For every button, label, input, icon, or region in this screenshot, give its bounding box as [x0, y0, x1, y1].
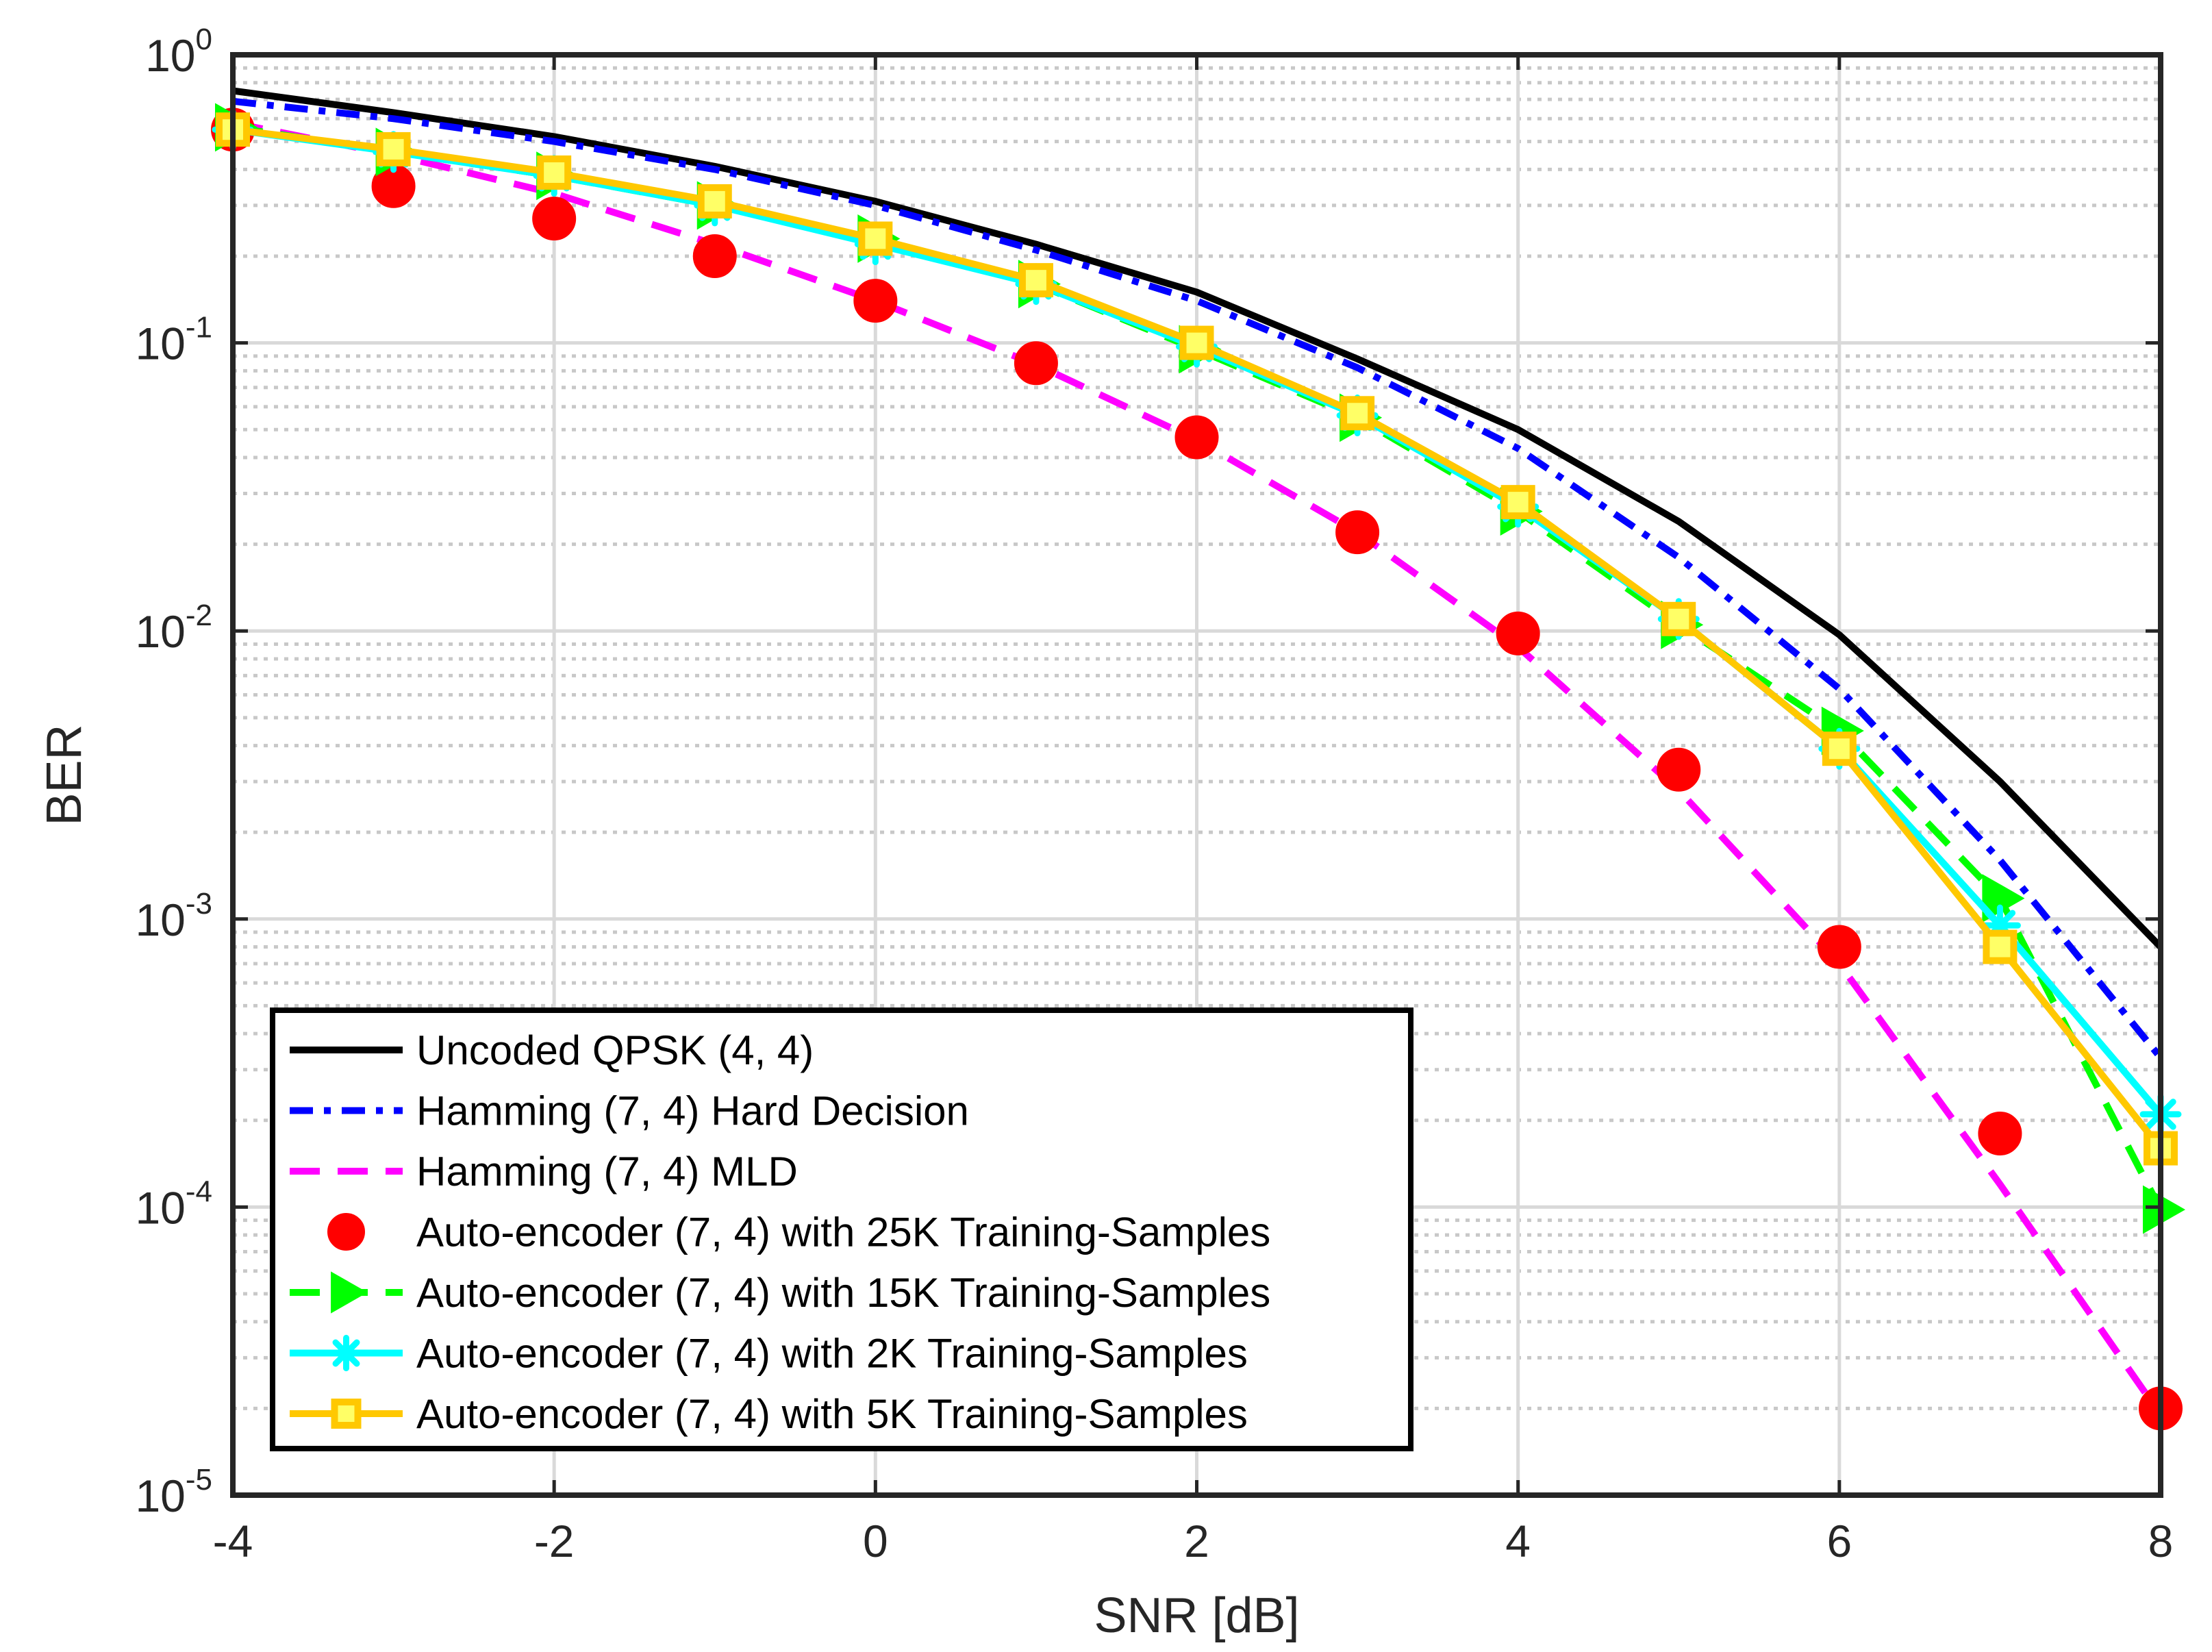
data-point	[1661, 601, 1696, 636]
legend-entry: Auto-encoder (7, 4) with 5K Training-Sam…	[290, 1391, 1248, 1437]
legend-entry: Auto-encoder (7, 4) with 2K Training-Sam…	[290, 1331, 1248, 1377]
legend-box	[270, 1008, 1413, 1451]
y-tick-label: 10-4	[135, 1175, 212, 1233]
data-point	[1335, 510, 1380, 555]
data-point	[537, 155, 572, 190]
data-point	[692, 234, 737, 278]
series-group	[211, 87, 2186, 1431]
data-point	[1983, 929, 2018, 964]
data-point	[1179, 325, 1214, 360]
legend-label: Auto-encoder (7, 4) with 5K Training-Sam…	[416, 1391, 1248, 1437]
data-point	[1174, 415, 1219, 460]
data-point	[1018, 263, 1053, 298]
legend: Uncoded QPSK (4, 4) Hamming (7, 4) Hard D…	[270, 1008, 1413, 1451]
data-point	[1817, 925, 1861, 969]
x-tick-label: 0	[863, 1516, 888, 1566]
data-point	[532, 197, 577, 241]
legend-label: Auto-encoder (7, 4) with 2K Training-Sam…	[416, 1331, 1248, 1377]
data-point	[327, 1213, 365, 1251]
axes: -4 -2 0 2 4 6 8 100 10-1 10-2 10-3 10-4 10-5	[135, 23, 2173, 1566]
x-tick-label: -2	[534, 1516, 575, 1566]
y-tick-label: 10-5	[135, 1463, 212, 1521]
x-axis-label: SNR [dB]	[1094, 1588, 1299, 1643]
legend-label: Auto-encoder (7, 4) with 25K Training-Sa…	[416, 1210, 1270, 1255]
legend-entry: Hamming (7, 4) Hard Decision	[290, 1088, 969, 1134]
y-tick-label: 100	[145, 23, 212, 81]
data-point	[1822, 731, 1857, 766]
legend-label: Hamming (7, 4) Hard Decision	[416, 1088, 969, 1134]
legend-label: Hamming (7, 4) MLD	[416, 1149, 798, 1194]
data-point	[1978, 1112, 2022, 1156]
legend-label: Auto-encoder (7, 4) with 15K Training-Sa…	[416, 1270, 1270, 1316]
data-point	[1657, 747, 1701, 792]
y-tick-label: 10-2	[135, 599, 212, 657]
y-axis-label: BER	[37, 724, 92, 825]
data-point	[1340, 396, 1375, 431]
x-tick-label: 2	[1184, 1516, 1209, 1566]
data-point	[697, 184, 732, 218]
legend-label: Uncoded QPSK (4, 4)	[416, 1027, 814, 1073]
legend-entry: Uncoded QPSK (4, 4)	[290, 1027, 814, 1073]
series-2	[232, 97, 2163, 1060]
legend-entry: Auto-encoder (7, 4) with 15K Training-Sa…	[290, 1270, 1270, 1316]
legend-entry: Hamming (7, 4) MLD	[290, 1149, 798, 1194]
data-point	[1496, 611, 1540, 655]
data-point	[327, 1334, 365, 1372]
series-line	[232, 87, 2163, 950]
data-point	[331, 1271, 368, 1314]
series-line	[232, 97, 2163, 1060]
data-point	[1014, 341, 1058, 386]
x-tick-label: 6	[1826, 1516, 1852, 1566]
series-1	[232, 87, 2163, 950]
y-tick-label: 10-1	[135, 311, 212, 369]
data-point	[376, 132, 411, 166]
series-7	[216, 112, 2178, 1166]
x-tick-label: 8	[2148, 1516, 2174, 1566]
data-point	[1500, 485, 1535, 520]
x-tick-label: 4	[1505, 1516, 1531, 1566]
x-tick-label: -4	[213, 1516, 253, 1566]
legend-entry: Auto-encoder (7, 4) with 25K Training-Sa…	[327, 1210, 1270, 1255]
data-point	[858, 221, 893, 256]
data-point	[331, 1399, 362, 1429]
y-tick-label: 10-3	[135, 887, 212, 945]
data-point	[853, 279, 898, 323]
